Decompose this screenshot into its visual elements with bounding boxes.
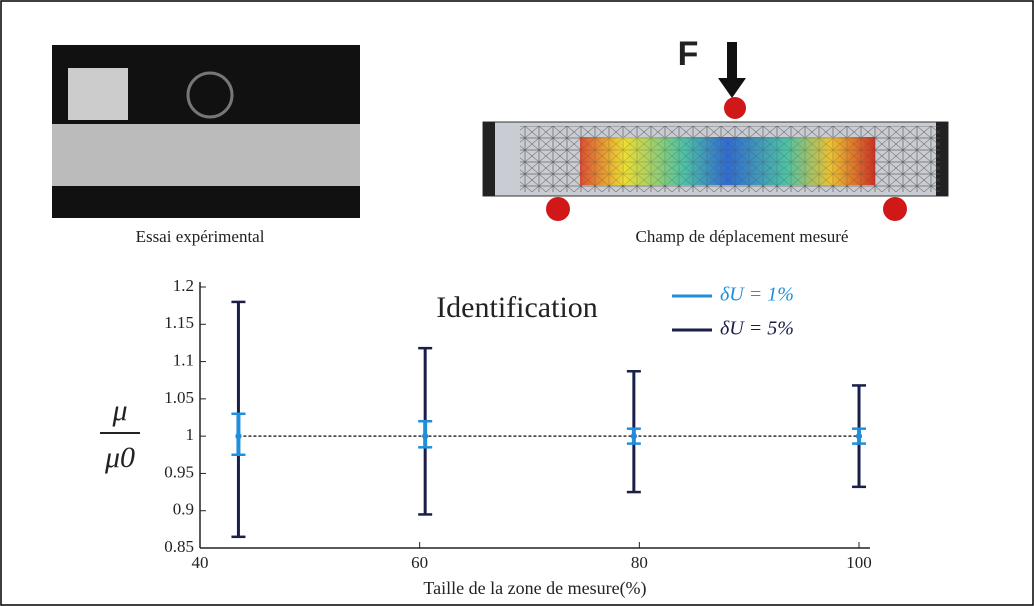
x-axis-label: Taille de la zone de mesure(%) [423, 578, 646, 599]
y-tick-label: 1.1 [173, 350, 194, 369]
x-tick-label: 80 [631, 553, 648, 572]
force-label: F [678, 35, 699, 73]
y-tick-label: 0.95 [164, 462, 194, 481]
chart-title: Identification [436, 291, 598, 324]
point [856, 433, 863, 440]
y-axis-label: μ0 [104, 441, 135, 474]
caption: Essai expérimental [136, 227, 265, 246]
y-tick-label: 1.05 [164, 388, 194, 407]
y-tick-label: 1 [186, 425, 195, 444]
y-axis-label: μ [111, 394, 127, 427]
x-tick-label: 100 [846, 553, 872, 572]
point [422, 433, 429, 440]
beam-diagram [482, 42, 949, 221]
point [630, 433, 637, 440]
legend-label: δU = 5% [720, 318, 794, 340]
x-tick-label: 60 [411, 553, 428, 572]
x-tick-label: 40 [192, 553, 209, 572]
photo [52, 45, 360, 218]
y-tick-label: 0.85 [164, 537, 194, 556]
legend-label: δU = 1% [720, 284, 794, 306]
point [235, 433, 242, 440]
caption: Champ de déplacement mesuré [636, 227, 849, 246]
y-tick-label: 1.2 [173, 276, 194, 295]
y-tick-label: 1.15 [164, 313, 194, 332]
y-tick-label: 0.9 [173, 500, 194, 519]
